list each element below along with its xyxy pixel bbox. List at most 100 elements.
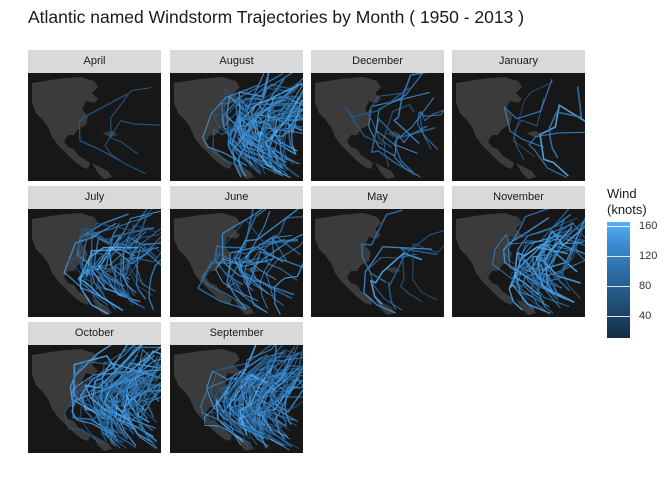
storm-track [393,73,428,144]
storm-track [79,345,128,425]
storm-track [131,382,161,427]
landmass [32,213,118,315]
map-svg [32,77,161,179]
storm-track [215,258,275,302]
storm-track [510,228,568,313]
legend-tick-label: 40 [639,309,652,322]
storm-track [254,372,288,444]
facet-strip-label: September [170,322,303,345]
storm-track [244,234,293,280]
facet-strip-label: July [28,186,161,209]
color-legend: Wind (knots) 40 80 120 160 [607,186,669,346]
storm-track [269,370,301,437]
facet-strip-label: January [452,50,585,73]
storm-track [508,237,558,311]
legend-tick-mark [607,255,630,257]
storm-track [262,107,303,161]
storm-track [109,376,160,443]
storm-track [282,105,303,165]
storm-track [79,383,121,444]
storm-track [142,375,161,418]
legend-tick-mark [607,225,630,227]
storm-track [108,210,161,280]
landmass [32,77,118,179]
map-panel [170,209,303,317]
storm-track [85,248,136,297]
legend-tick-mark [607,285,630,287]
storm-track [90,345,136,417]
storm-track [243,234,301,299]
storm-track [265,240,303,306]
facet-panel: December [311,50,444,181]
storm-track [78,246,139,311]
storm-track [512,81,555,157]
storm-track [291,99,303,156]
storm-track [412,243,444,301]
legend-tick-label: 120 [639,249,658,262]
storm-track [97,245,154,303]
storm-track [63,222,117,297]
facet-strip-label: December [311,50,444,73]
facet-panel: September [170,322,303,453]
storm-track [363,246,433,314]
map-panel [311,73,444,181]
landmass [456,77,542,179]
legend-tick-label: 160 [639,219,658,232]
storm-track [274,262,303,315]
storm-track [557,240,585,300]
map-panel [28,345,161,453]
facet-strip-label: August [170,50,303,73]
storm-track [516,234,561,298]
legend-tick-label: 80 [639,279,652,292]
storm-track [110,87,152,155]
map-panel [452,209,585,317]
facet-strip-label: November [452,186,585,209]
map-svg [315,209,444,315]
storm-track [501,217,578,286]
facet-panel: August [170,50,303,181]
storm-track [203,371,269,440]
storm-track [120,373,161,419]
storm-track [256,356,292,431]
storm-track [399,230,444,302]
storm-track [106,387,154,446]
storm-track [210,358,268,442]
storm-track [387,247,438,310]
storm-track [240,114,303,167]
storm-track [244,251,303,313]
storm-track [239,367,272,436]
storm-track [200,354,268,435]
storm-track [119,224,158,284]
storm-track [64,369,127,444]
landmass [456,213,542,315]
map-panel [28,209,161,317]
map-svg [315,73,444,179]
map-svg [456,209,585,315]
storm-track [215,374,259,443]
storm-track [535,225,585,284]
storm-track [100,354,155,417]
landmass [174,77,260,179]
storm-track [84,345,142,420]
storm-track [532,242,584,297]
map-svg [456,77,585,179]
storm-track [417,109,444,150]
facet-panel: January [452,50,585,181]
map-svg [174,209,303,315]
map-panel [452,73,585,181]
storm-track [263,102,292,167]
storm-track [209,345,272,420]
storm-track [73,345,136,418]
facet-strip-label: May [311,186,444,209]
facet-panel: October [28,322,161,453]
map-panel [170,73,303,181]
map-svg [32,345,161,451]
storm-track [344,87,410,146]
storm-track [370,252,423,305]
storm-track [226,238,285,298]
map-panel [170,345,303,453]
storm-track [548,86,583,159]
storm-track [110,365,161,429]
storm-track [97,345,143,427]
